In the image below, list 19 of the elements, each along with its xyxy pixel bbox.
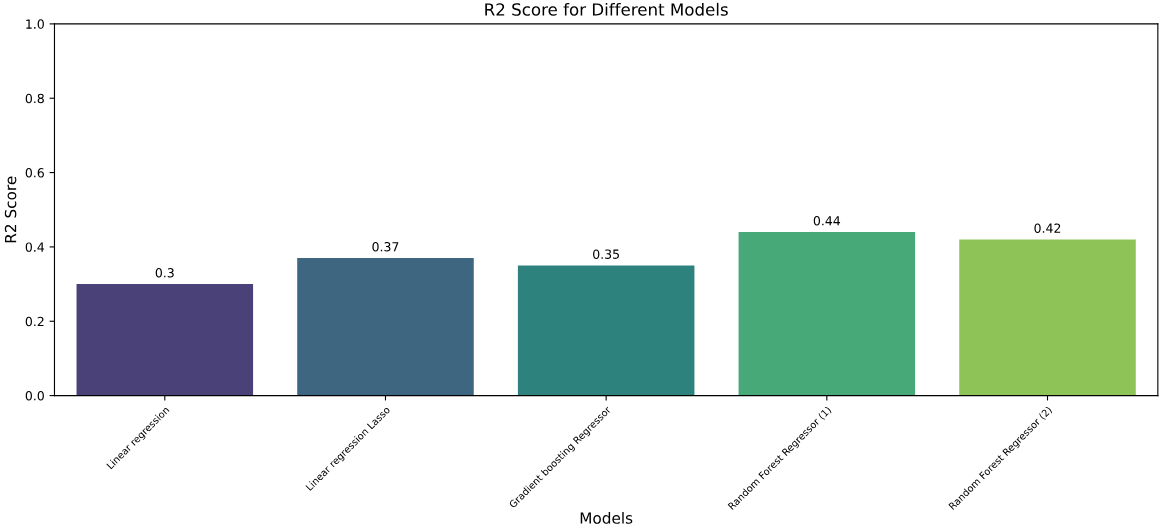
y-tick-label: 0.4 bbox=[25, 242, 45, 252]
bar bbox=[297, 258, 474, 396]
bar bbox=[959, 239, 1136, 396]
data-label: 0.37 bbox=[372, 242, 399, 252]
data-label: 0.3 bbox=[155, 268, 174, 278]
data-label: 0.42 bbox=[1034, 223, 1061, 233]
y-tick-label: 0.0 bbox=[25, 391, 44, 401]
bar bbox=[738, 232, 916, 396]
x-axis-title: Models bbox=[580, 511, 633, 524]
data-label: 0.44 bbox=[813, 216, 841, 226]
y-tick-label: 0.6 bbox=[25, 168, 44, 178]
y-tick-label: 0.8 bbox=[25, 93, 44, 104]
chart-title: R2 Score for Different Models bbox=[485, 2, 728, 16]
y-tick-label: 1.0 bbox=[26, 19, 44, 29]
bar bbox=[517, 265, 695, 396]
y-tick-label: 0.2 bbox=[25, 316, 44, 327]
bar bbox=[76, 284, 254, 396]
data-label: 0.35 bbox=[593, 249, 619, 259]
y-axis-title: R2 Score bbox=[4, 176, 17, 243]
